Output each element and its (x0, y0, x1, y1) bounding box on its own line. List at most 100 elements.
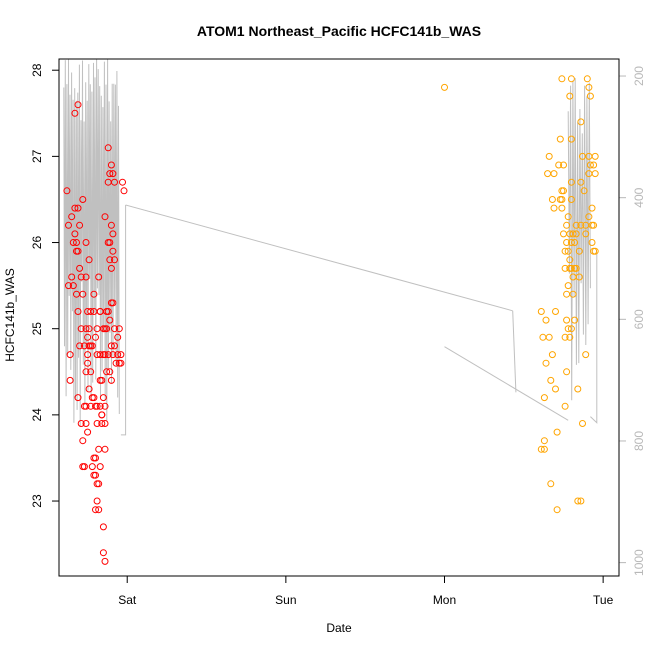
data-point (564, 282, 572, 290)
data-point (87, 308, 95, 315)
data-point (82, 402, 90, 410)
data-point (588, 239, 596, 246)
data-point (82, 420, 90, 427)
data-point (547, 376, 555, 384)
data-point (545, 152, 553, 160)
data-point (582, 351, 590, 359)
chart-title: ATOM1 Northeast_Pacific HCFC141b_WAS (197, 23, 481, 39)
data-point (591, 152, 599, 160)
data-point (115, 325, 123, 333)
data-point (561, 402, 569, 410)
data-point (567, 325, 575, 333)
data-point (106, 256, 114, 264)
data-point (547, 480, 555, 488)
data-point (542, 316, 550, 324)
data-point (96, 402, 104, 410)
data-point (567, 264, 575, 272)
data-point (577, 178, 585, 186)
data-point (558, 196, 566, 203)
data-point (87, 368, 95, 376)
data-point (564, 213, 572, 221)
data-point (120, 187, 128, 195)
data-point (591, 170, 599, 178)
data-point (109, 230, 117, 238)
data-point (96, 463, 104, 471)
data-point (93, 402, 101, 410)
data-point (111, 325, 118, 333)
data-point (572, 264, 580, 272)
data-point (553, 506, 561, 514)
data-point (119, 178, 126, 186)
data-point (74, 247, 82, 255)
data-point (545, 333, 553, 341)
data-point (99, 523, 107, 531)
x-axis-label: Date (326, 621, 352, 635)
right-y-tick-label: 400 (632, 187, 646, 207)
data-point (542, 359, 550, 367)
data-point (74, 101, 82, 109)
data-point (66, 376, 74, 384)
data-point (98, 420, 106, 427)
data-point (107, 376, 115, 384)
point-layer (63, 75, 599, 565)
data-point (82, 325, 90, 333)
x-tick-label: Mon (433, 593, 456, 607)
data-point (563, 221, 571, 229)
data-point (540, 437, 548, 445)
x-tick-label: Tue (593, 593, 614, 607)
data-point (82, 239, 90, 246)
data-point (441, 83, 448, 91)
data-point (85, 256, 93, 264)
data-point (99, 549, 107, 557)
data-point (560, 187, 567, 195)
data-point (566, 256, 574, 264)
data-point (79, 196, 87, 203)
data-point (114, 351, 122, 359)
y-tick-label: 27 (30, 149, 44, 163)
data-point (564, 325, 572, 333)
data-point (93, 420, 101, 427)
data-point (111, 178, 118, 186)
data-point (84, 359, 92, 367)
data-point (540, 445, 548, 453)
data-point (82, 368, 90, 376)
data-point (571, 239, 579, 246)
data-point (65, 221, 72, 229)
data-point (82, 273, 90, 281)
data-point (92, 471, 99, 479)
data-point (571, 316, 579, 324)
data-point (569, 230, 577, 238)
y-tick-label: 26 (30, 236, 44, 250)
data-point (63, 187, 71, 195)
data-point (560, 161, 567, 169)
y-tick-label: 28 (30, 63, 44, 77)
data-point (567, 135, 575, 143)
axis-layer: Sat Sun Mon Tue 23 24 25 26 27 28 200 400 600 800 1000 (30, 63, 646, 607)
data-point (98, 376, 106, 384)
data-point (572, 221, 580, 229)
data-point (71, 204, 79, 212)
data-point (117, 359, 125, 367)
data-point (572, 230, 580, 238)
data-point (68, 273, 76, 281)
data-point (579, 420, 586, 427)
data-point (92, 333, 99, 341)
data-point (111, 342, 118, 350)
data-point (77, 325, 85, 333)
data-point (556, 135, 564, 143)
data-point (96, 351, 104, 359)
data-point (76, 264, 84, 272)
data-point (71, 230, 79, 238)
data-point (586, 92, 594, 100)
data-point (76, 221, 84, 229)
y-tick-label: 24 (30, 408, 44, 422)
series-line-segment (512, 310, 517, 393)
series-line-segment (120, 205, 127, 436)
data-point (101, 402, 109, 410)
data-point (107, 221, 115, 229)
right-y-tick-label: 600 (632, 309, 646, 329)
line-layer (63, 58, 598, 436)
data-point (68, 213, 76, 221)
